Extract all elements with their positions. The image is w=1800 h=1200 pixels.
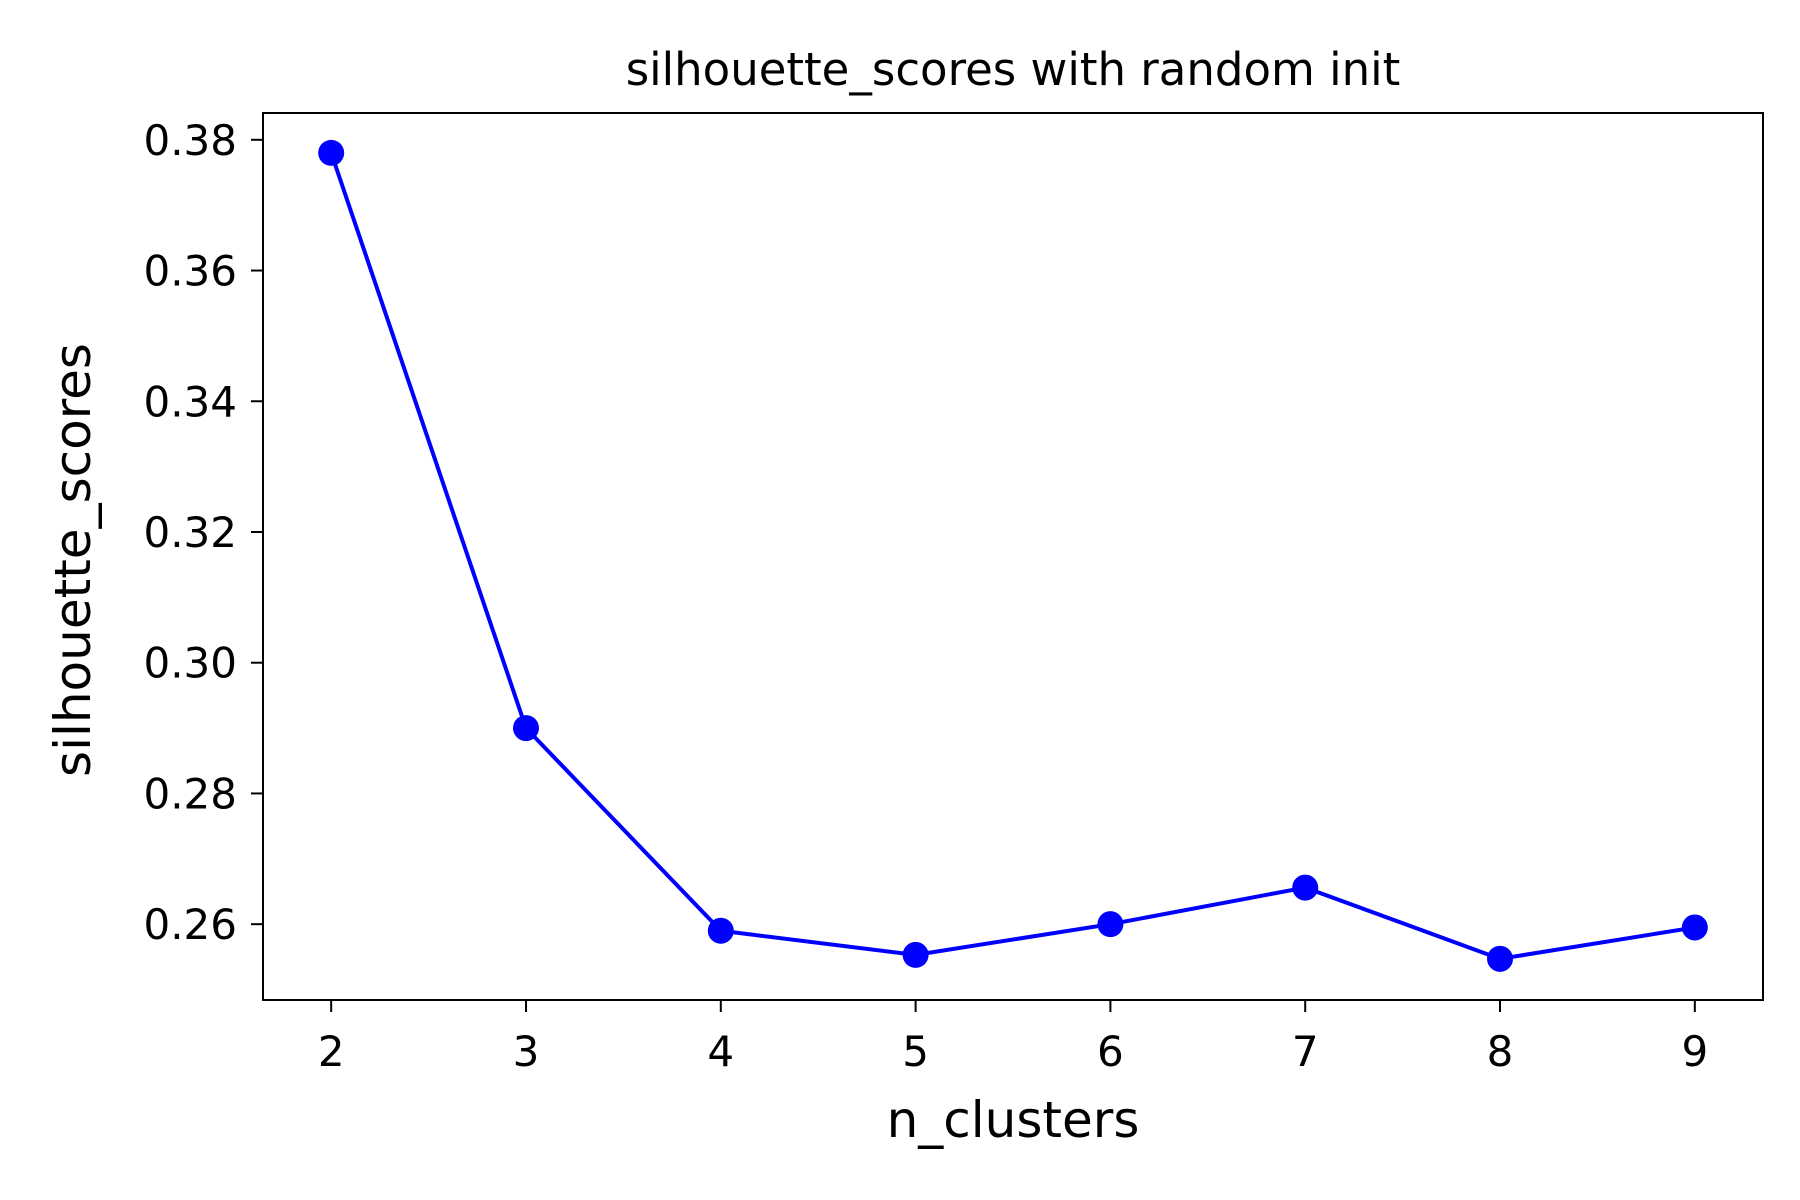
y-tick-label: 0.36 xyxy=(143,247,237,296)
y-tick-label: 0.28 xyxy=(143,769,237,818)
y-axis-label: silhouette_scores xyxy=(44,343,102,777)
series-line xyxy=(329,152,1696,961)
x-tick-label: 4 xyxy=(707,1027,734,1076)
data-point xyxy=(1487,945,1514,972)
data-point xyxy=(1292,874,1319,901)
data-point xyxy=(902,941,929,968)
data-point xyxy=(707,917,734,944)
x-tick-label: 5 xyxy=(902,1027,929,1076)
data-series xyxy=(318,139,1708,972)
plot-area-frame xyxy=(262,112,1764,1001)
x-tick-label: 7 xyxy=(1292,1027,1319,1076)
y-tick-label: 0.34 xyxy=(143,377,237,426)
x-axis-label: n_clusters xyxy=(887,1091,1140,1149)
x-tick-label: 9 xyxy=(1681,1027,1708,1076)
data-point xyxy=(512,715,539,742)
x-tick-label: 6 xyxy=(1097,1027,1124,1076)
axis-ticks: 2 3 4 5 6 7 8 9 0.26 0.28 0.30 0.32 0.34 0.36 0.38 xyxy=(143,116,1708,1076)
y-tick-label: 0.38 xyxy=(143,116,237,165)
chart-title: silhouette_scores with random init xyxy=(626,43,1401,96)
y-tick-label: 0.30 xyxy=(143,639,237,688)
data-point xyxy=(318,139,345,166)
x-tick-label: 3 xyxy=(513,1027,540,1076)
data-point xyxy=(1681,914,1708,941)
data-point xyxy=(1097,911,1124,938)
y-tick-label: 0.26 xyxy=(143,900,237,949)
x-tick-label: 2 xyxy=(318,1027,345,1076)
y-tick-label: 0.32 xyxy=(143,508,237,557)
x-tick-label: 8 xyxy=(1487,1027,1514,1076)
